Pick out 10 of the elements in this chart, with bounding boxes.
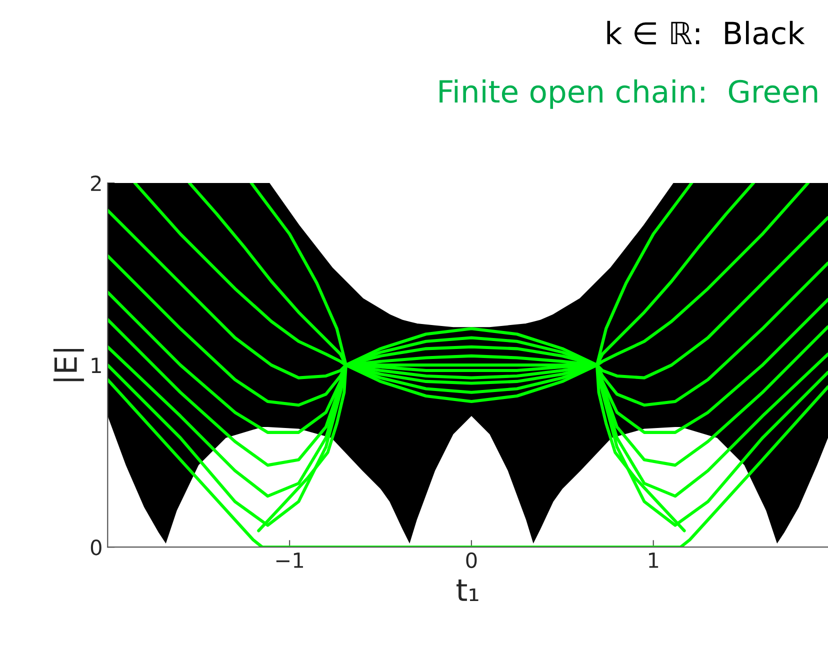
x-tick-label: 0 bbox=[466, 552, 477, 568]
y-tick-label: 2 bbox=[91, 175, 101, 191]
y-tick-label: 0 bbox=[90, 540, 102, 556]
chart-title: k ∈ ℝ: Black bbox=[607, 20, 805, 45]
x-tick-label: 1 bbox=[649, 552, 658, 568]
x-tick-label: −1 bbox=[276, 552, 303, 568]
x-axis-title: t₁ bbox=[456, 579, 478, 602]
y-tick-label: 1 bbox=[92, 358, 101, 373]
y-axis-title: |E| bbox=[53, 348, 84, 382]
chart-subtitle: Finite open chain: Green bbox=[440, 79, 818, 109]
